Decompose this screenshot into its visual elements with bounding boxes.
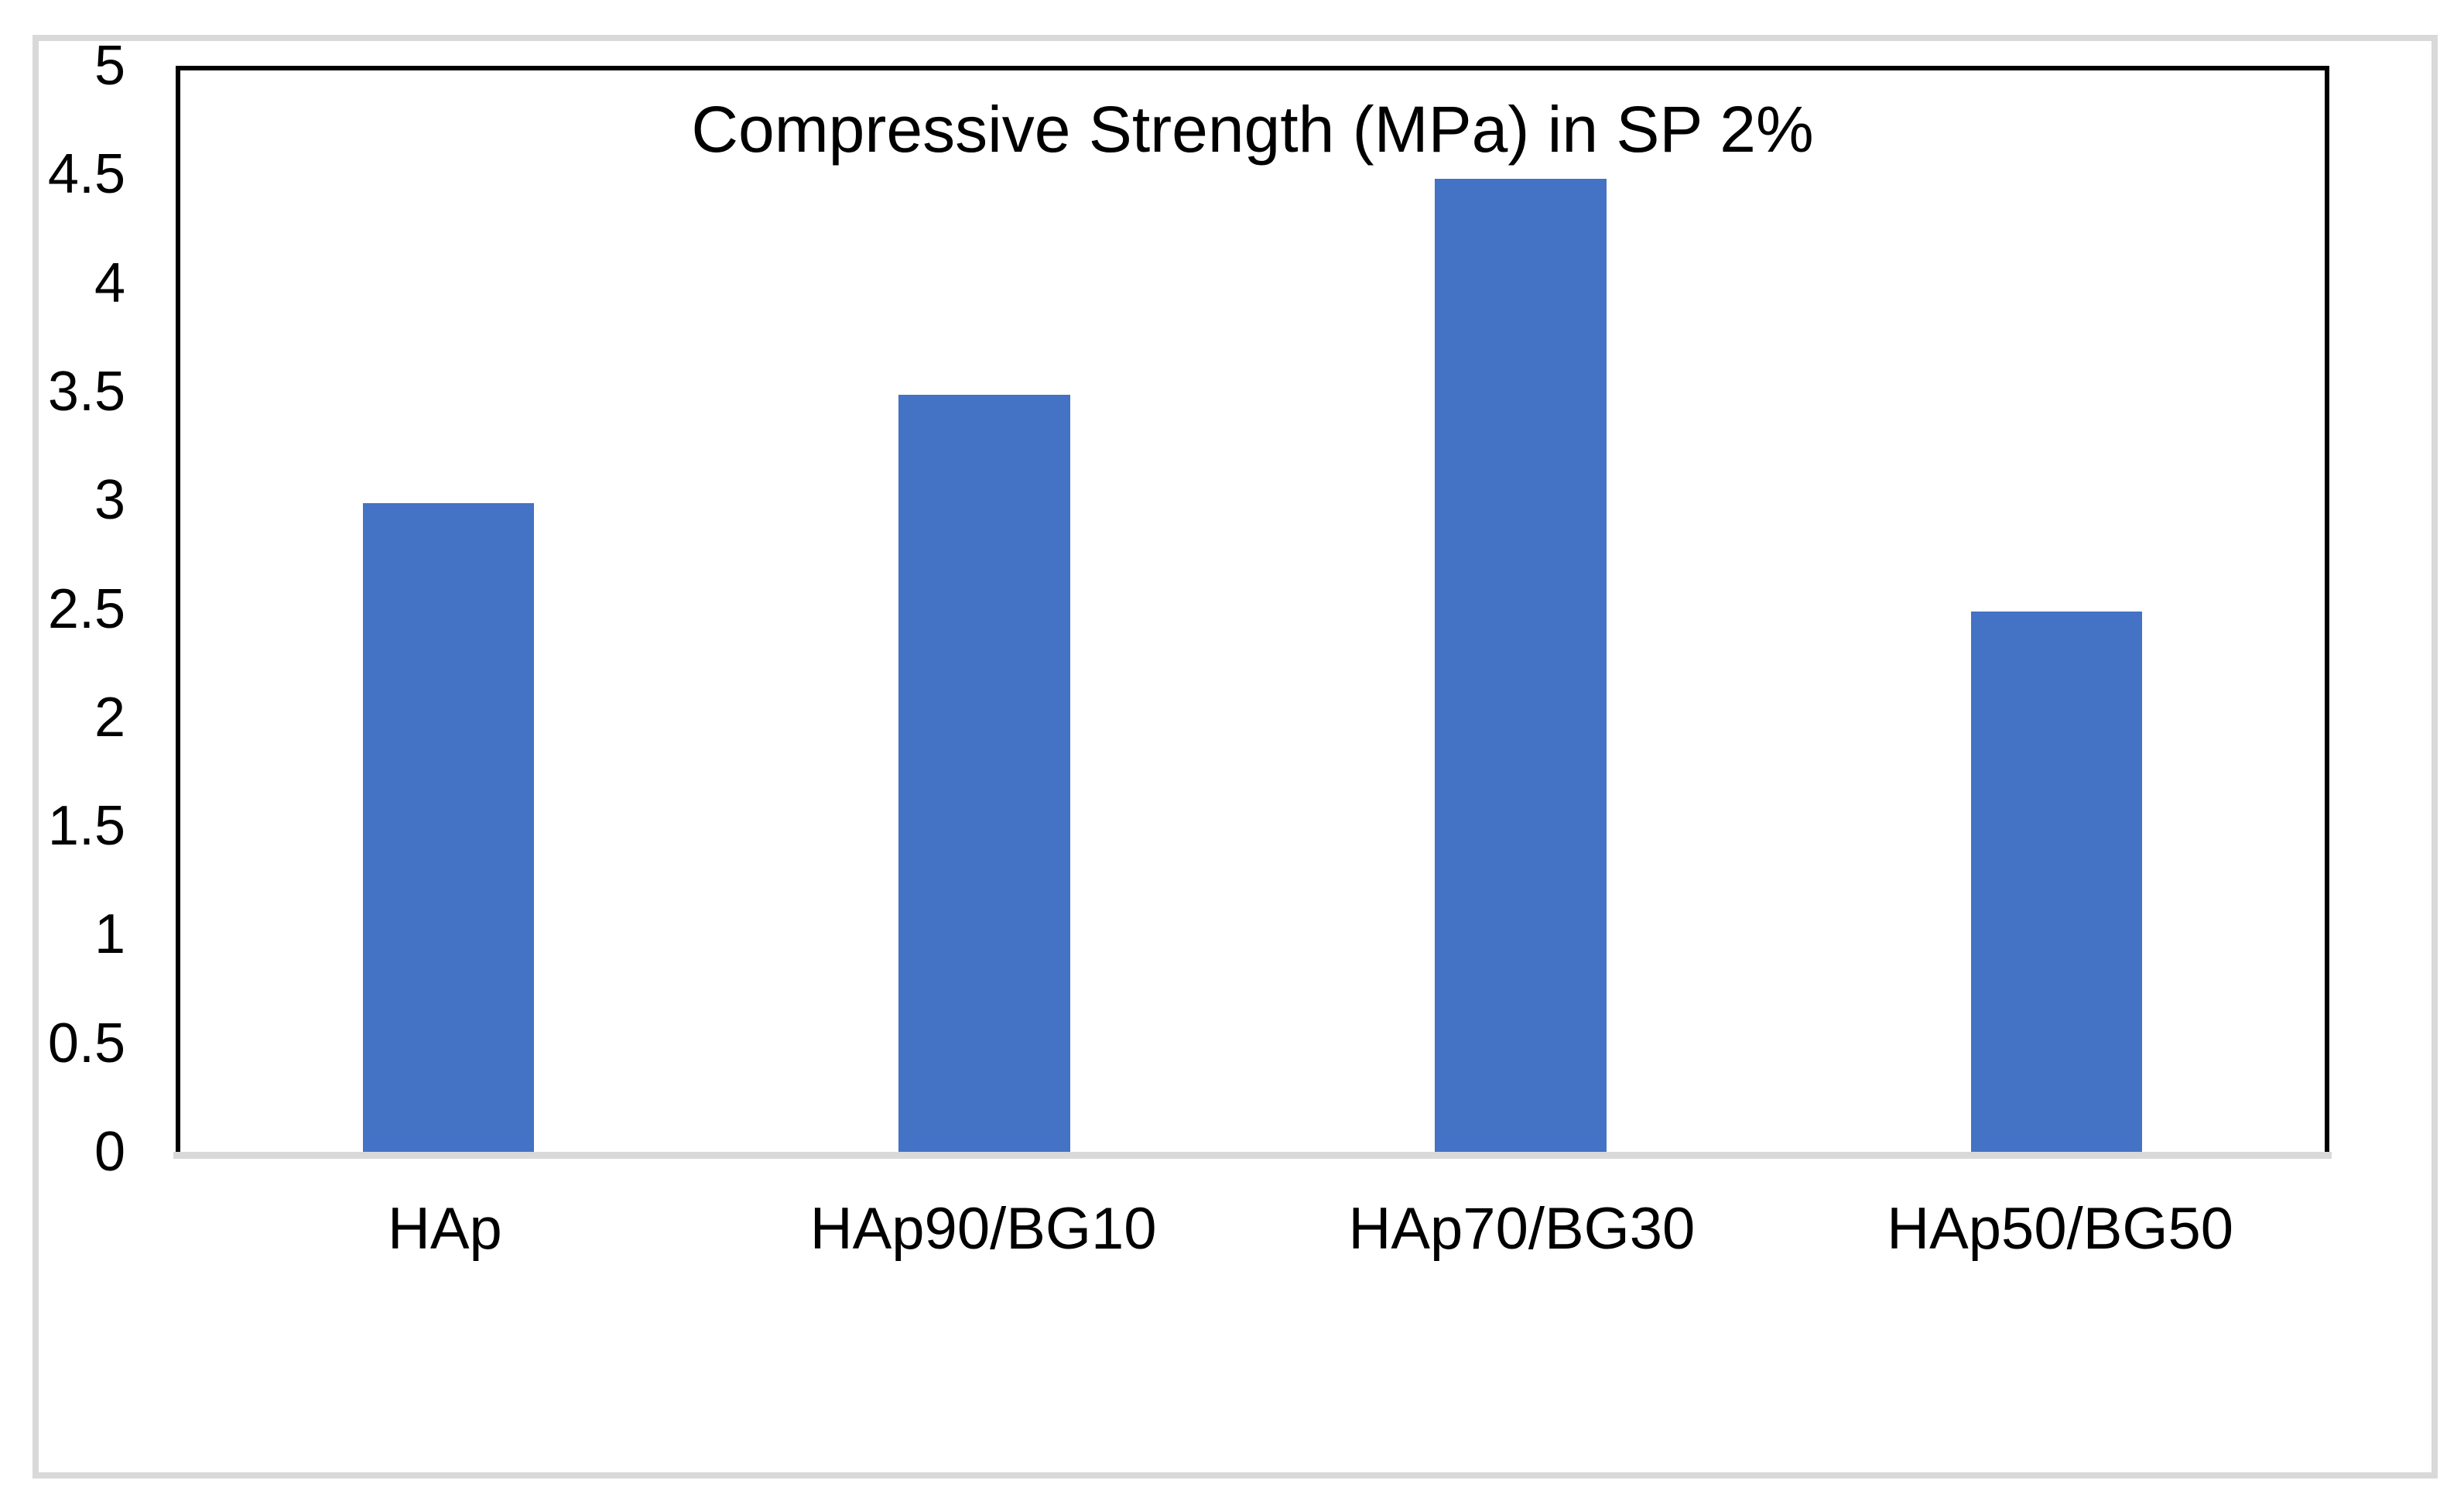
bar-slot-HAp90/BG10 <box>717 70 1253 1152</box>
x-label-HAp: HAp <box>387 1196 502 1262</box>
y-tick-label: 2 <box>94 686 125 749</box>
x-label-HAp90/BG10: HAp90/BG10 <box>809 1196 1157 1262</box>
chart-title: Compressive Strength (MPa) in SP 2% <box>691 93 1814 166</box>
bar-HAp[interactable] <box>362 502 535 1152</box>
x-label-HAp50/BG50: HAp50/BG50 <box>1887 1196 2234 1262</box>
y-tick-label: 1 <box>94 903 125 966</box>
y-tick-label: 3.5 <box>47 360 125 423</box>
plot-area: Compressive Strength (MPa) in SP 2% <box>176 66 2329 1152</box>
bar-HAp50/BG50[interactable] <box>1970 611 2143 1152</box>
y-tick-label: 3 <box>94 469 125 532</box>
chart-frame: 5 4.5 4 3.5 3 2.5 2 1.5 1 0.5 0 Compressive Streng… <box>33 35 2438 1478</box>
bar-HAp70/BG30[interactable] <box>1435 178 1607 1152</box>
bar-slot-HAp70/BG30 <box>1253 70 1789 1152</box>
y-tick-label: 5 <box>94 35 125 97</box>
category-axis-line <box>173 1152 2332 1159</box>
bar-slot-HAp50/BG50 <box>1788 70 2325 1152</box>
bar-slot-HAp <box>180 70 717 1152</box>
bars-row <box>180 70 2325 1152</box>
bar-HAp90/BG10[interactable] <box>898 395 1070 1152</box>
y-tick-label: 0.5 <box>47 1012 125 1074</box>
y-tick-label: 1.5 <box>47 795 125 858</box>
x-axis: HAp HAp90/BG10 HAp70/BG30 HAp50/BG50 <box>176 1192 2329 1266</box>
y-tick-label: 0 <box>94 1121 125 1183</box>
y-tick-label: 4.5 <box>47 143 125 206</box>
x-label-HAp70/BG30: HAp70/BG30 <box>1348 1196 1696 1262</box>
y-tick-label: 2.5 <box>47 577 125 640</box>
y-axis: 5 4.5 4 3.5 3 2.5 2 1.5 1 0.5 0 <box>39 35 125 1183</box>
y-tick-label: 4 <box>94 252 125 314</box>
